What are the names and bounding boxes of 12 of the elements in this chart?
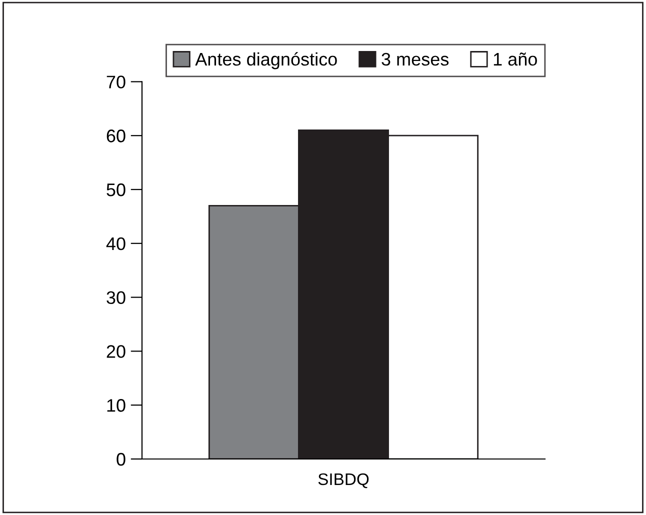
y-tick-label: 10: [107, 399, 126, 412]
y-tick-label: 30: [106, 291, 126, 304]
legend-label: 3 meses: [382, 52, 449, 66]
y-tick-label: 60: [106, 130, 126, 142]
y-tick-label: 0: [116, 452, 126, 466]
legend-label: 1 año: [494, 52, 537, 66]
x-tick-label: SIBDQ: [318, 473, 369, 488]
y-tick-label: 50: [106, 183, 126, 196]
legend-label: Antes diagnóstico: [195, 52, 337, 70]
y-tick-label: 70: [106, 76, 126, 88]
y-tick-label: 20: [106, 345, 126, 358]
y-tick-label: 40: [106, 237, 126, 250]
